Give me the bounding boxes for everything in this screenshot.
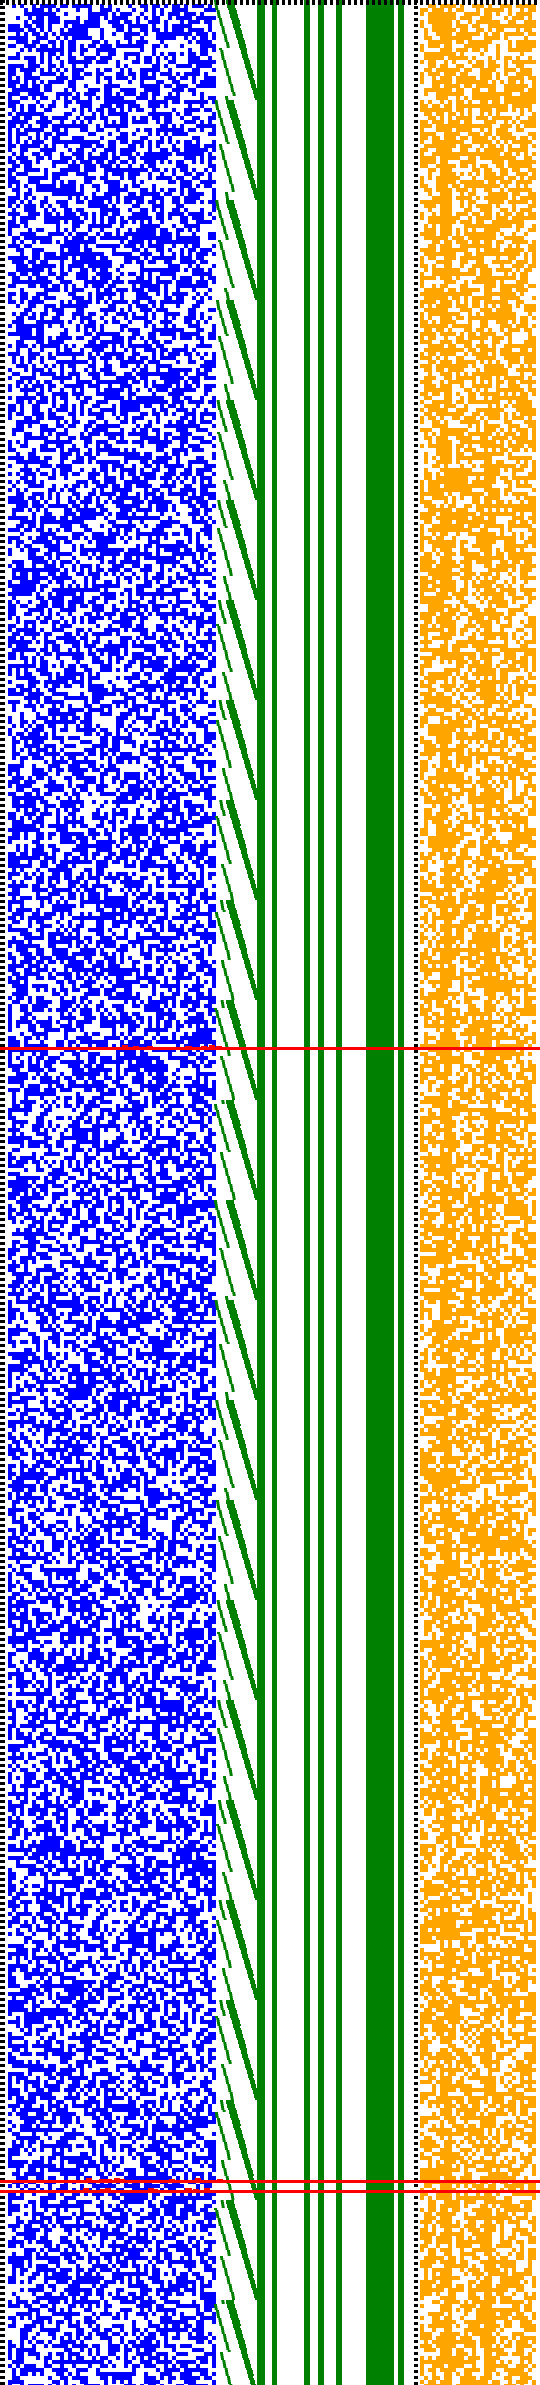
- top-dotted-border: [0, 0, 540, 5]
- left-dotted-border: [0, 0, 5, 2385]
- green-vertical-band: [318, 0, 324, 2385]
- red-horizontal-marker: [0, 2190, 540, 2193]
- green-vertical-band: [366, 0, 394, 2385]
- green-vertical-band: [304, 0, 310, 2385]
- red-horizontal-marker: [0, 2180, 540, 2183]
- green-vertical-band: [398, 0, 404, 2385]
- green-vertical-band: [257, 0, 265, 2385]
- green-vertical-band: [272, 0, 277, 2385]
- right-dotted-border: [414, 0, 418, 2385]
- green-vertical-band: [336, 0, 342, 2385]
- red-horizontal-marker: [0, 1047, 540, 1050]
